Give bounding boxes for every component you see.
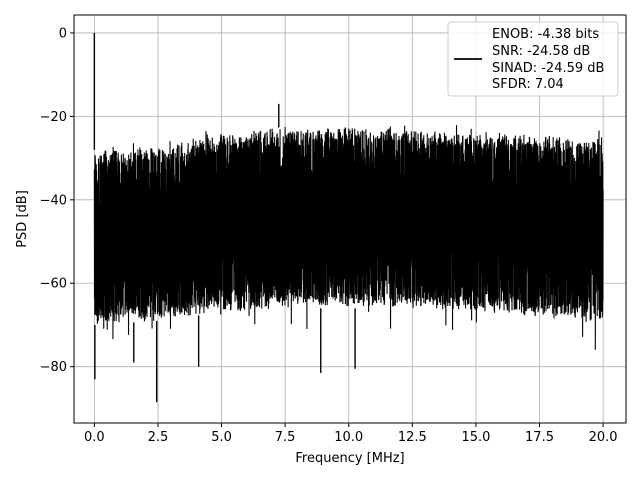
x-tick-label: 10.0 xyxy=(334,430,363,445)
y-axis-ticks: 0 −20 −40 −60 −80 xyxy=(40,26,74,375)
x-tick-label: 2.5 xyxy=(148,430,169,445)
psd-trace xyxy=(93,125,604,350)
x-tick-label: 5.0 xyxy=(211,430,232,445)
y-tick-label: −80 xyxy=(40,360,67,375)
x-tick-label: 20.0 xyxy=(589,430,618,445)
legend: ENOB: -4.38 bits SNR: -24.58 dB SINAD: -… xyxy=(447,21,619,97)
x-tick-label: 7.5 xyxy=(275,430,296,445)
plot-frame xyxy=(73,14,627,424)
x-tick-label: 0.0 xyxy=(84,430,105,445)
legend-line-snr: SNR: -24.58 dB xyxy=(492,44,590,59)
y-tick-label: −40 xyxy=(40,193,67,208)
x-axis-label: Frequency [MHz] xyxy=(295,451,404,466)
psd-series xyxy=(93,32,604,403)
legend-line-enob: ENOB: -4.38 bits xyxy=(492,27,599,42)
x-tick-label: 12.5 xyxy=(398,430,427,445)
legend-line-sfdr: SFDR: 7.04 xyxy=(492,77,564,92)
y-tick-label: −20 xyxy=(40,110,67,125)
x-tick-label: 15.0 xyxy=(461,430,490,445)
y-tick-label: −60 xyxy=(40,277,67,292)
legend-box xyxy=(447,21,619,97)
legend-line-sinad: SINAD: -24.59 dB xyxy=(492,61,604,76)
y-tick-label: 0 xyxy=(59,26,67,41)
x-tick-label: 17.5 xyxy=(525,430,554,445)
y-axis-label: PSD [dB] xyxy=(15,190,30,248)
x-axis-ticks: 0.0 2.5 5.0 7.5 10.0 12.5 15.0 17.5 20.0 xyxy=(84,423,618,445)
